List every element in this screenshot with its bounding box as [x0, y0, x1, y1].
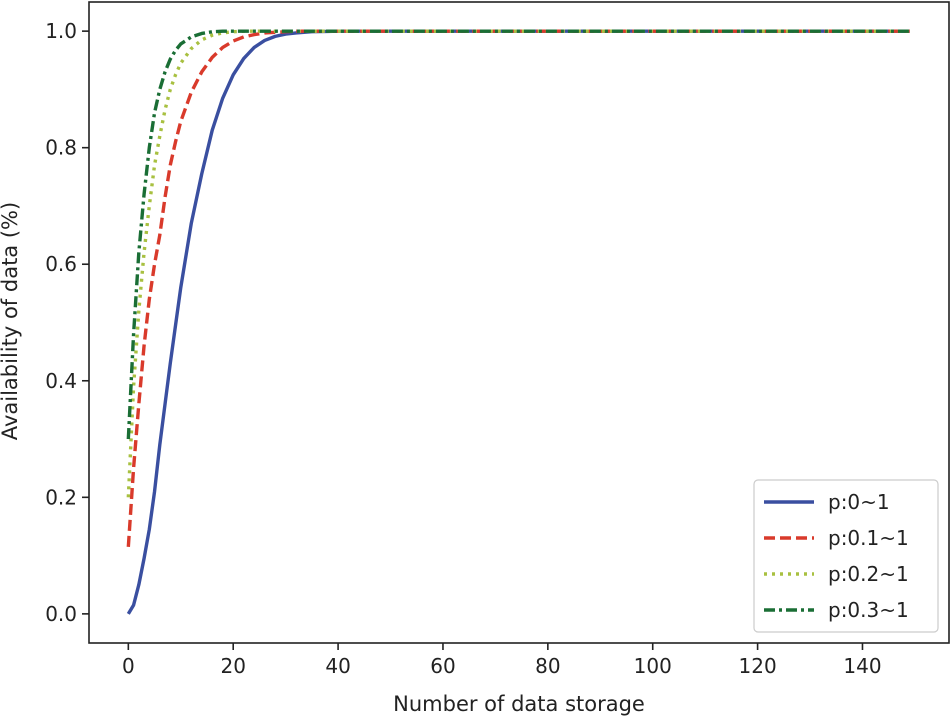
- legend-label: p:0.2~1: [828, 562, 909, 586]
- y-tick-label: 0.4: [45, 369, 77, 393]
- y-tick-label: 0.0: [45, 602, 77, 626]
- axes-frame: [88, 1, 950, 644]
- legend-label: p:0.3~1: [828, 598, 909, 622]
- series-line-4: [126, 29, 910, 440]
- x-tick-label: 60: [430, 654, 455, 678]
- x-tick-label: 140: [843, 654, 881, 678]
- series-layer: [126, 29, 910, 615]
- x-axis-label: Number of data storage: [393, 692, 645, 716]
- series-line-2: [126, 29, 910, 547]
- y-tick-label: 0.8: [45, 136, 77, 160]
- legend-box: [753, 479, 939, 633]
- x-tick-label: 80: [535, 654, 560, 678]
- y-tick-label: 1.0: [45, 19, 77, 43]
- y-axis-label: Availability of data (%): [0, 202, 22, 440]
- legend-label: p:0.1~1: [828, 526, 909, 550]
- series-line-3: [126, 29, 910, 498]
- legend-label: p:0~1: [828, 490, 890, 514]
- x-tick-label: 120: [739, 654, 777, 678]
- x-tick-label: 20: [220, 654, 245, 678]
- y-tick-label: 0.2: [45, 485, 77, 509]
- x-tick-label: 0: [122, 654, 135, 678]
- y-tick-label: 0.6: [45, 252, 77, 276]
- x-tick-label: 100: [634, 654, 672, 678]
- legend: p:0~1 p:0.1~1 p:0.2~1 p:0.3~1: [753, 479, 939, 633]
- axes-layer: 0 20 40 60 80 100 120 140 0.0 0.2 0.4 0.6 0.8 1.0: [45, 1, 950, 678]
- x-tick-label: 40: [325, 654, 350, 678]
